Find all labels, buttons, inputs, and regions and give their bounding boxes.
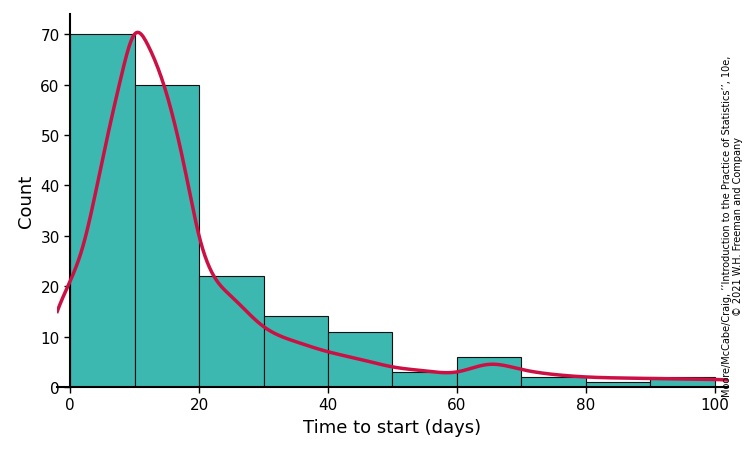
Bar (70, 35, 134, 387)
Bar (263, 317, 328, 387)
Bar (392, 372, 457, 387)
Bar (586, 382, 651, 387)
Bar (199, 276, 263, 387)
Bar (134, 85, 199, 387)
Y-axis label: Count: Count (16, 175, 35, 228)
Bar (651, 377, 715, 387)
Bar (328, 332, 392, 387)
Text: Moore/McCabe/Craig, ’’Introduction to the Practice of Statistics’’, 10e,
© 2021 : Moore/McCabe/Craig, ’’Introduction to th… (722, 55, 743, 396)
Bar (457, 357, 521, 387)
Bar (521, 377, 586, 387)
X-axis label: Time to start (days): Time to start (days) (304, 418, 481, 436)
